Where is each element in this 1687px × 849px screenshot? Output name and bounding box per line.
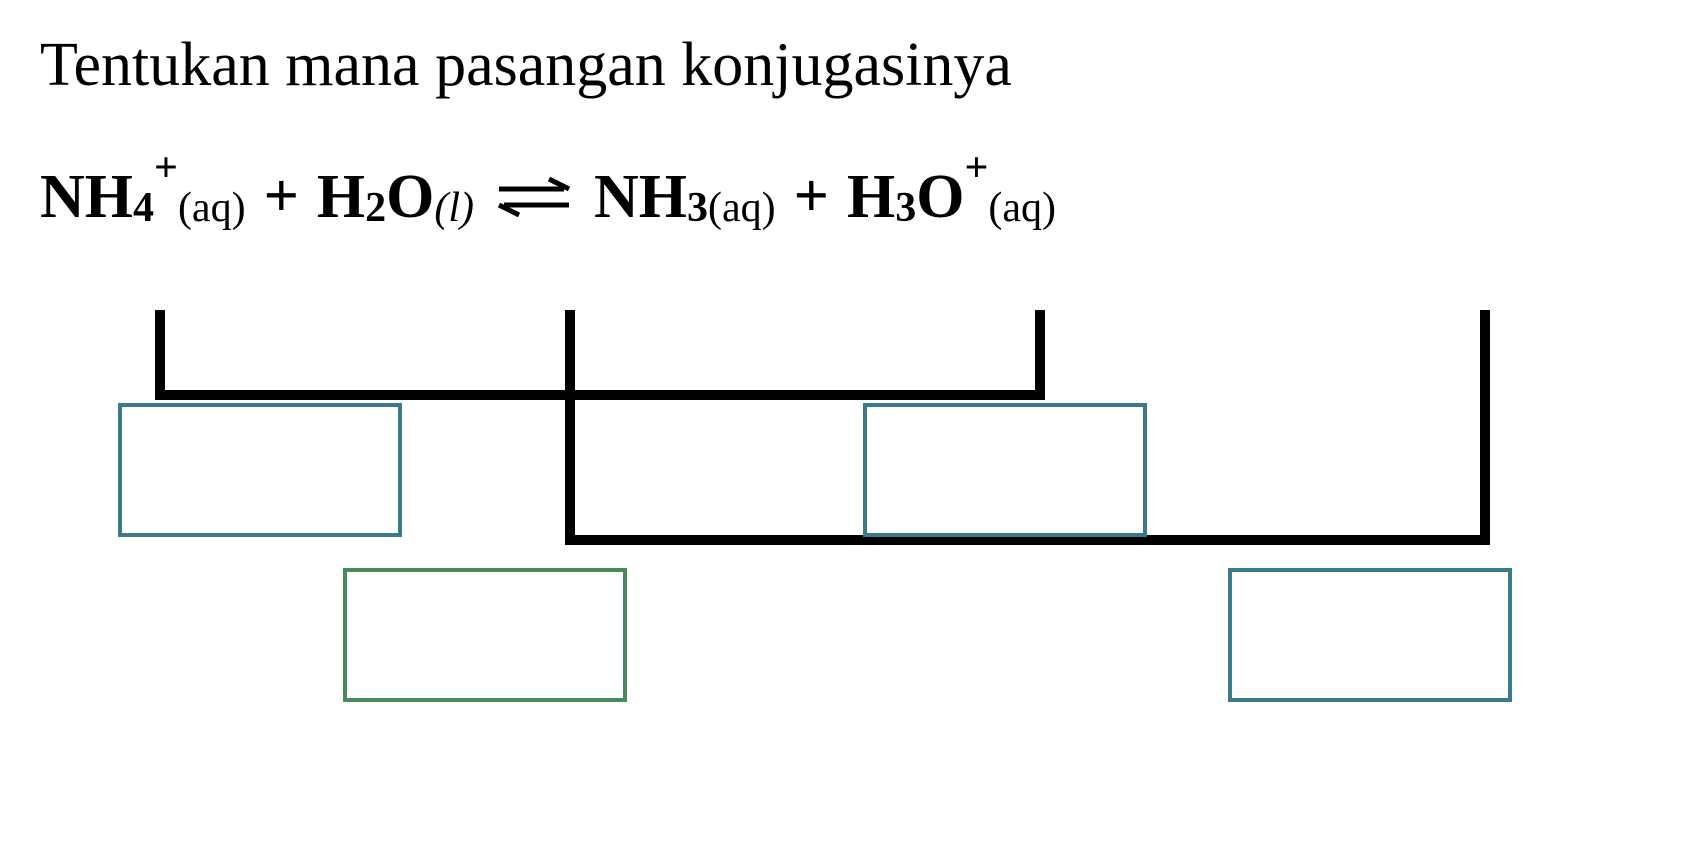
- term-h2o: H2O(l): [317, 166, 474, 228]
- chemical-equation: NH4+ (aq) + H2O(l) NH3(aq) + H3O+(aq): [40, 161, 1647, 232]
- term-nh4: NH4+ (aq): [40, 166, 246, 228]
- answer-box: [120, 405, 400, 535]
- answer-box: [865, 405, 1145, 535]
- plus-operator: +: [794, 161, 829, 232]
- term-nh3: NH3(aq): [594, 166, 776, 228]
- plus-operator: +: [264, 161, 299, 232]
- connector-line: [160, 310, 1040, 395]
- page-title: Tentukan mana pasangan konjugasinya: [40, 30, 1647, 101]
- answer-box: [1230, 570, 1510, 700]
- conjugate-diagram: [0, 0, 1687, 849]
- equilibrium-arrow: [494, 167, 574, 227]
- term-h3o: H3O+(aq): [847, 166, 1056, 228]
- connector-line: [570, 310, 1485, 540]
- answer-box: [345, 570, 625, 700]
